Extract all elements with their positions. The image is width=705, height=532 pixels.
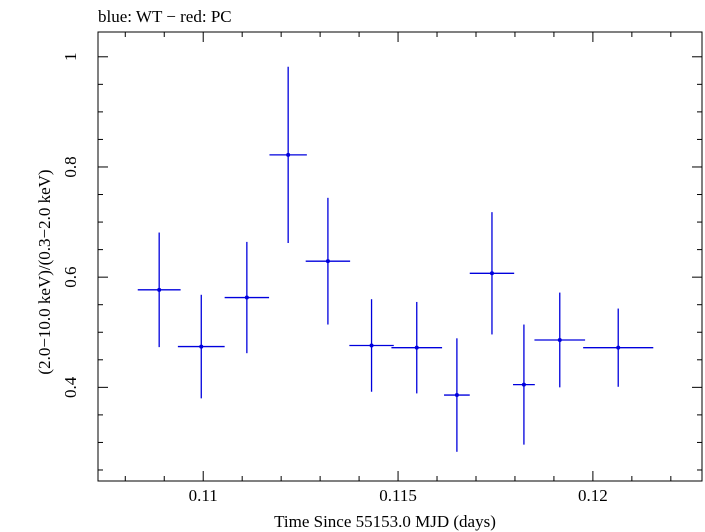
data-point (199, 344, 204, 349)
x-tick-label: 0.12 (578, 486, 608, 505)
data-point (454, 393, 459, 398)
data-point (325, 259, 330, 264)
y-tick-label: 1 (61, 53, 80, 62)
x-axis-label: Time Since 55153.0 MJD (days) (274, 512, 496, 531)
data-point (369, 343, 374, 348)
data-point (489, 271, 494, 276)
y-tick-label: 0.4 (61, 376, 80, 398)
data-point (157, 287, 162, 292)
chart-title: blue: WT − red: PC (98, 7, 232, 26)
data-point (244, 295, 249, 300)
y-tick-label: 0.6 (61, 267, 80, 288)
data-series (137, 66, 654, 452)
plot-frame (97, 31, 703, 482)
data-point (414, 345, 419, 350)
data-point (286, 152, 291, 157)
x-tick-label: 0.11 (189, 486, 218, 505)
data-point (557, 337, 562, 342)
y-axis-label: (2.0−10.0 keV)/(0.3−2.0 keV) (35, 169, 54, 374)
data-point (521, 382, 526, 387)
x-tick-label: 0.115 (379, 486, 417, 505)
y-tick-label: 0.8 (61, 156, 80, 177)
x-axis-ticks: 0.11 0.115 0.12 (124, 32, 672, 505)
y-axis-ticks: 0.4 0.6 0.8 1 (61, 53, 702, 471)
data-point (616, 345, 621, 350)
